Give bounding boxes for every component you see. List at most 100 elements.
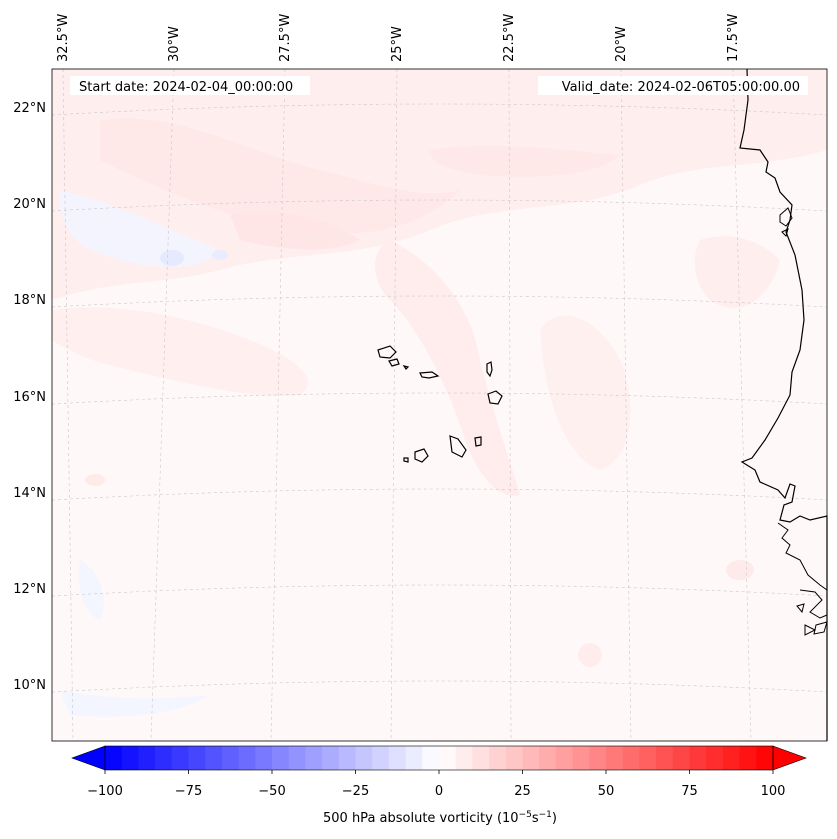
lon-label: 17.5°W xyxy=(726,14,741,62)
meridian-gridline xyxy=(62,69,74,741)
colorbar-tick-label: −50 xyxy=(258,784,285,799)
island-maio xyxy=(474,436,482,447)
meridian-gridline xyxy=(150,69,175,741)
island-sal xyxy=(486,361,493,378)
colorbar-swatch xyxy=(121,746,139,770)
parallel-gridline xyxy=(52,199,827,212)
colorbar-swatch xyxy=(489,746,507,770)
lon-label: 27.5°W xyxy=(278,14,293,62)
island-santa-luzia xyxy=(402,365,410,370)
vorticity-region xyxy=(375,240,520,496)
island-boa-vista xyxy=(487,390,503,405)
colorbar-swatch xyxy=(606,746,624,770)
colorbar-swatch xyxy=(472,746,490,770)
start-date-label: Start date: 2024-02-04_00:00:00 xyxy=(79,80,293,95)
parallel-gridline xyxy=(52,295,827,308)
colorbar-swatch xyxy=(622,746,640,770)
colorbar-ticks: −100 −75 −50 −25 0 25 50 75 100 xyxy=(87,770,785,799)
vorticity-region xyxy=(694,236,780,308)
colorbar-swatch xyxy=(455,746,473,770)
map-panel: Start date: 2024-02-04_00:00:00 Valid_da… xyxy=(51,68,828,742)
colorbar: −100 −75 −50 −25 0 25 50 75 100 500 hPa … xyxy=(71,745,807,826)
lat-label: 18°N xyxy=(13,293,46,308)
vorticity-region xyxy=(726,560,754,580)
vorticity-region xyxy=(230,212,360,250)
colorbar-swatch xyxy=(756,746,774,770)
colorbar-swatch xyxy=(422,746,440,770)
lon-label: 20°W xyxy=(614,26,629,62)
colorbar-label: 500 hPa absolute vorticity (10−5s−1) xyxy=(323,810,557,826)
colorbar-swatch xyxy=(138,746,156,770)
colorbar-swatch xyxy=(155,746,173,770)
lon-label: 30°W xyxy=(167,26,182,62)
colorbar-tick-label: 25 xyxy=(514,784,531,799)
lat-label: 12°N xyxy=(13,582,46,597)
valid-date-box xyxy=(538,76,808,95)
colorbar-tick-label: 75 xyxy=(681,784,698,799)
parallel-gridline xyxy=(52,103,827,116)
colorbar-tick-label: −25 xyxy=(342,784,369,799)
colorbar-swatch xyxy=(338,746,356,770)
island-santiago xyxy=(449,435,467,458)
island-sao-vicente xyxy=(388,358,400,367)
vorticity-region xyxy=(430,145,620,177)
colorbar-swatch xyxy=(188,746,206,770)
colorbar-swatch xyxy=(539,746,557,770)
coastline-africa xyxy=(739,68,828,741)
lon-label: 32.5°W xyxy=(56,14,71,62)
colorbar-swatch xyxy=(505,746,523,770)
vorticity-region xyxy=(60,690,210,717)
lon-label: 25°W xyxy=(390,26,405,62)
gridlines xyxy=(52,69,827,741)
lat-label: 20°N xyxy=(13,197,46,212)
colorbar-swatch xyxy=(372,746,390,770)
colorbar-swatch xyxy=(205,746,223,770)
island-brava xyxy=(403,457,409,463)
vorticity-field xyxy=(52,69,827,717)
colorbar-swatch xyxy=(322,746,340,770)
colorbar-swatch xyxy=(105,746,123,770)
cabo-verde-islands xyxy=(377,345,503,463)
meridian-gridline xyxy=(270,69,286,741)
island-sao-nicolau xyxy=(419,371,440,379)
lat-label: 14°N xyxy=(13,486,46,501)
colorbar-swatch xyxy=(639,746,657,770)
meridian-gridline xyxy=(390,69,398,741)
colorbar-swatch xyxy=(739,746,757,770)
colorbar-tick-label: −100 xyxy=(87,784,123,799)
valid-date-label: Valid_date: 2024-02-06T05:00:00.00 xyxy=(562,80,800,95)
map-frame xyxy=(51,68,828,742)
meridian-gridline xyxy=(620,69,632,741)
island-fogo xyxy=(414,448,429,463)
colorbar-swatch xyxy=(656,746,674,770)
colorbar-extend-low xyxy=(71,745,106,771)
colorbar-swatch xyxy=(255,746,273,770)
vorticity-region xyxy=(540,315,631,470)
vorticity-region xyxy=(85,474,105,486)
colorbar-swatch xyxy=(722,746,741,770)
colorbar-swatch xyxy=(555,746,574,770)
vorticity-region xyxy=(100,118,460,234)
colorbar-swatch xyxy=(238,746,256,770)
coastline-africa-detail xyxy=(777,522,828,636)
parallel-gridline xyxy=(52,488,827,501)
longitude-labels: 32.5°W 30°W 27.5°W 25°W 22.5°W 20°W 17.5… xyxy=(56,14,741,62)
vorticity-region xyxy=(578,643,602,667)
vorticity-region xyxy=(52,307,308,396)
vorticity-region xyxy=(59,190,220,267)
colorbar-swatch xyxy=(672,746,690,770)
parallel-gridline xyxy=(52,680,827,693)
colorbar-swatch xyxy=(171,746,189,770)
colorbar-tick-label: 50 xyxy=(598,784,615,799)
coastline-africa-islands xyxy=(779,207,805,614)
lat-label: 10°N xyxy=(13,678,46,693)
parallel-gridline xyxy=(52,392,827,405)
colorbar-swatch xyxy=(706,746,724,770)
colorbar-swatches xyxy=(105,746,774,770)
lat-label: 22°N xyxy=(13,101,46,116)
island-santo-antao xyxy=(377,345,397,359)
colorbar-extend-high xyxy=(772,745,807,771)
start-date-box xyxy=(70,76,310,95)
colorbar-swatch xyxy=(589,746,607,770)
